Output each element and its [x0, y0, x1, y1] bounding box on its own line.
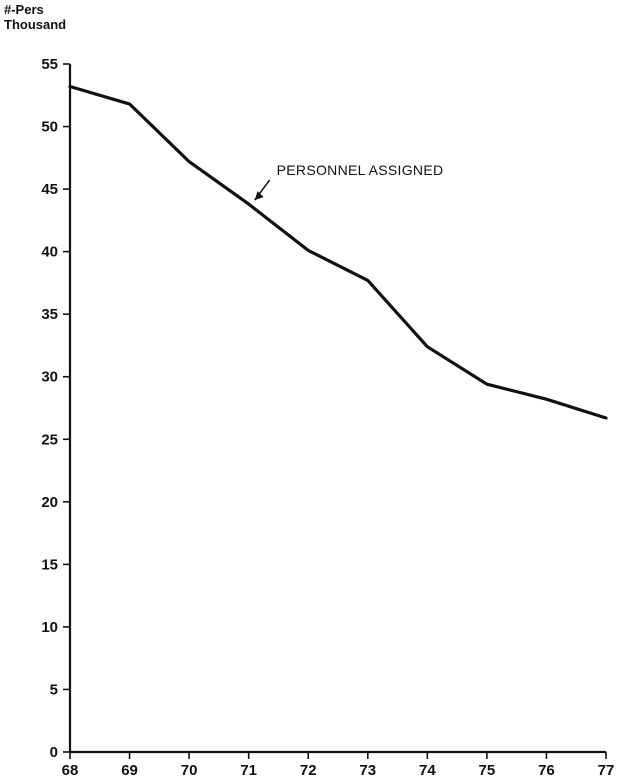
- y-axis-label-line1: #-Pers: [4, 2, 44, 17]
- x-tick-label: 69: [121, 762, 138, 778]
- x-tick-label: 71: [240, 762, 257, 778]
- x-tick-label: 73: [359, 762, 376, 778]
- x-tick-label: 76: [538, 762, 555, 778]
- y-tick-label: 0: [50, 744, 58, 761]
- annotation-arrowhead: [254, 191, 264, 201]
- axes: [68, 64, 606, 754]
- x-tick-label: 75: [479, 762, 496, 778]
- y-tick-label: 55: [41, 56, 58, 73]
- y-axis-label-line2: Thousand: [4, 16, 67, 32]
- y-tick-label: 5: [50, 681, 58, 698]
- annotations: PERSONNEL ASSIGNED: [254, 162, 444, 201]
- y-axis-label: #-Pers Thousand: [4, 2, 67, 33]
- x-tick-label: 77: [598, 762, 615, 778]
- y-tick-label: 15: [41, 556, 58, 573]
- y-tick-label: 10: [41, 619, 58, 636]
- y-tick-label: 45: [41, 181, 58, 198]
- annotation-label: PERSONNEL ASSIGNED: [277, 162, 444, 178]
- series-group: [68, 84, 608, 420]
- y-tick-label: 25: [41, 431, 58, 448]
- x-tick-label: 74: [419, 762, 436, 778]
- y-tick-label: 20: [41, 494, 58, 511]
- y-ticks: 0 5 10 15 20 25 30 35 40 45 50 55: [41, 56, 70, 761]
- x-tick-label: 68: [62, 762, 79, 778]
- y-tick-label: 40: [41, 244, 58, 261]
- y-tick-label: 35: [41, 306, 58, 323]
- x-tick-label: 70: [181, 762, 198, 778]
- y-tick-label: 30: [41, 369, 58, 386]
- x-tick-label: 72: [300, 762, 317, 778]
- series-line-personnel-assigned: [68, 84, 608, 420]
- y-tick-label: 50: [41, 119, 58, 136]
